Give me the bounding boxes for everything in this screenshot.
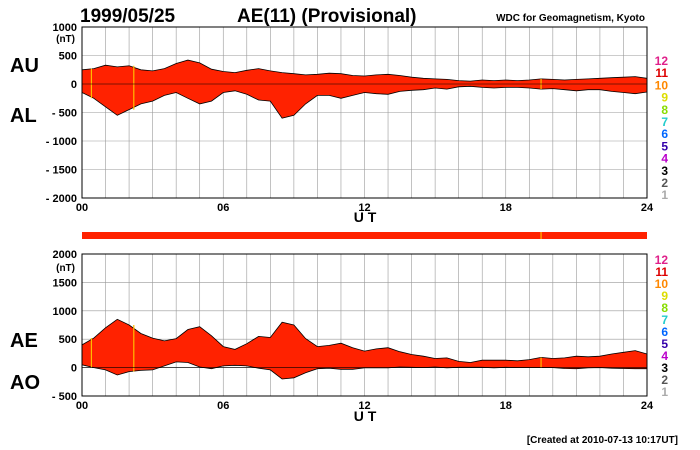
panel1-y-tick-label: - 500	[52, 108, 77, 120]
station-count-level-5: 5	[661, 337, 668, 351]
panel1-x-tick-label: 12	[358, 202, 370, 214]
panel1-upper-series-line	[81, 59, 648, 82]
panel2-y-tick-label: - 500	[52, 391, 77, 403]
station-count-level-12: 12	[655, 54, 669, 68]
coverage-bar-fill	[82, 232, 647, 239]
al-series-label: AL	[10, 105, 37, 127]
panel1-unit-label: (nT)	[56, 34, 75, 45]
station-count-level-11: 11	[655, 66, 668, 80]
panel1-y-tick-label: - 1500	[46, 165, 77, 177]
panel1-filled-band	[82, 60, 647, 119]
panel2-x-tick-label: 18	[500, 400, 512, 412]
panel1-y-tick-label: 0	[71, 79, 77, 91]
panel2-filled-band	[82, 319, 647, 379]
station-count-level-3: 3	[661, 361, 668, 375]
ae-series-label: AE	[10, 330, 38, 352]
panel2-x-axis-title: U T	[354, 408, 377, 424]
panel2-plot-frame	[81, 253, 648, 397]
source-label: WDC for Geomagnetism, Kyoto	[496, 13, 645, 24]
station-count-level-11: 11	[655, 265, 668, 279]
station-count-level-1: 1	[661, 385, 668, 399]
panel2-y-tick-label: 1000	[53, 306, 77, 318]
panel1-plot-frame	[81, 26, 648, 199]
station-count-level-4: 4	[661, 349, 668, 363]
station-count-level-9: 9	[661, 91, 668, 105]
panel2-y-tick-label: 0	[71, 363, 77, 375]
station-count-level-4: 4	[661, 152, 668, 166]
station-count-level-10: 10	[655, 277, 669, 291]
panel2-x-tick-label: 06	[217, 400, 229, 412]
panel1-y-tick-label: 1000	[53, 22, 77, 34]
station-count-level-9: 9	[661, 289, 668, 303]
panel1-x-axis-title: U T	[354, 209, 377, 225]
station-count-level-2: 2	[661, 176, 668, 190]
panel1-x-tick-label: 18	[500, 202, 512, 214]
panel2-y-tick-label: 1500	[53, 277, 77, 289]
chart-title: AE(11) (Provisional)	[237, 6, 417, 27]
panel1-y-tick-label: 500	[59, 51, 77, 63]
panel2-unit-label: (nT)	[56, 263, 75, 274]
panel2-x-tick-label: 24	[641, 400, 654, 412]
station-count-level-6: 6	[661, 325, 668, 339]
panel1-lower-series-line	[81, 85, 648, 119]
station-count-level-8: 8	[661, 103, 668, 117]
station-count-level-7: 7	[661, 313, 668, 327]
station-count-level-10: 10	[655, 78, 669, 92]
panel1-x-tick-label: 24	[641, 202, 654, 214]
station-count-level-5: 5	[661, 139, 668, 153]
panel2-y-tick-label: 2000	[53, 249, 77, 261]
panel1-y-tick-label: - 2000	[46, 193, 77, 205]
ao-series-label: AO	[10, 372, 40, 394]
au-series-label: AU	[10, 55, 39, 77]
station-count-level-8: 8	[661, 301, 668, 315]
date-label: 1999/05/25	[80, 6, 176, 27]
station-count-level-12: 12	[655, 253, 669, 267]
panel2-y-tick-label: 500	[59, 334, 77, 346]
panel2-x-tick-label: 12	[358, 400, 370, 412]
station-count-level-7: 7	[661, 115, 668, 129]
panel1-x-tick-label: 00	[76, 202, 88, 214]
created-timestamp: [Created at 2010-07-13 10:17UT]	[527, 435, 678, 446]
panel1-y-tick-label: - 1000	[46, 136, 77, 148]
panel2-upper-series-line	[81, 318, 648, 363]
station-coverage-bar	[82, 232, 647, 239]
station-count-level-6: 6	[661, 127, 668, 141]
station-count-level-1: 1	[661, 188, 668, 202]
panel2-x-tick-label: 00	[76, 400, 88, 412]
station-count-level-3: 3	[661, 164, 668, 178]
station-count-level-2: 2	[661, 373, 668, 387]
panel1-x-tick-label: 06	[217, 202, 229, 214]
